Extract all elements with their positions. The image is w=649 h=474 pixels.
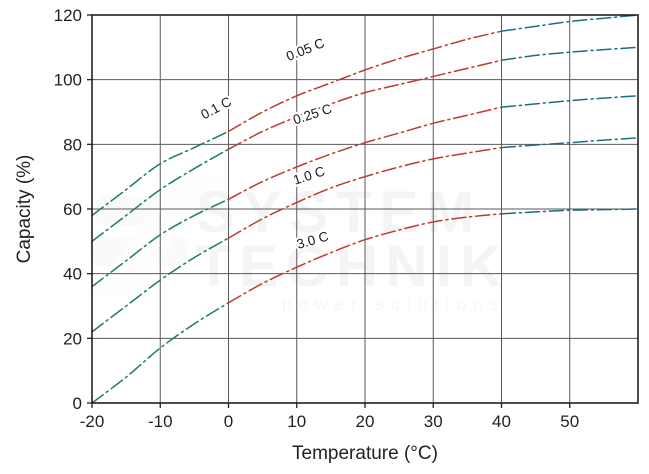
x-tick-label-50: 50 — [560, 412, 579, 431]
x-tick-label-10: 10 — [287, 412, 306, 431]
y-tick-label-80: 80 — [63, 135, 82, 154]
x-tick-label--20: -20 — [80, 412, 105, 431]
curve-segment-mid — [227, 213, 503, 304]
curve-segment-cold — [91, 237, 230, 333]
y-tick-label-0: 0 — [73, 394, 82, 413]
y-tick-label-60: 60 — [63, 200, 82, 219]
y-tick-label-20: 20 — [63, 329, 82, 348]
curve-layer — [91, 14, 639, 404]
curve-segment-cold — [91, 148, 230, 243]
x-axis-title: Temperature (°C) — [292, 443, 438, 464]
x-tick-label--10: -10 — [148, 412, 173, 431]
curve-segment-warm — [500, 14, 639, 32]
curve-segment-mid — [227, 146, 503, 239]
curve-segment-mid — [227, 59, 503, 150]
y-axis-title: Capacity (%) — [14, 155, 35, 264]
curve-0-1-C — [91, 46, 639, 243]
x-tick-label-40: 40 — [492, 412, 511, 431]
curve-segment-warm — [500, 208, 639, 215]
curve-segment-cold — [91, 130, 230, 217]
curve-segment-mid — [227, 30, 503, 133]
curve-segment-warm — [500, 46, 639, 62]
grid-layer — [92, 15, 638, 403]
tick-label-layer: -20 -10 0 10 20 30 40 50 0 20 40 60 80 100 120 — [54, 6, 580, 431]
watermark-line-1: SYSTEM — [196, 180, 483, 245]
curve-1-0-C — [91, 137, 639, 333]
curve-segment-mid — [227, 106, 503, 201]
y-tick-label-40: 40 — [63, 265, 82, 284]
x-tick-label-0: 0 — [224, 412, 233, 431]
curve-segment-cold — [91, 198, 230, 288]
watermark-line-3: power solutions — [282, 295, 505, 314]
x-tick-label-20: 20 — [356, 412, 375, 431]
curve-0-05-C — [91, 14, 639, 217]
y-tick-label-100: 100 — [54, 71, 82, 90]
curve-segment-cold — [91, 302, 230, 404]
curve-3-0-C — [91, 208, 639, 404]
x-tick-label-30: 30 — [424, 412, 443, 431]
curve-segment-warm — [500, 137, 639, 149]
y-tick-label-120: 120 — [54, 6, 82, 25]
curve-segment-warm — [500, 95, 639, 108]
curve-0-25-C — [91, 95, 639, 288]
